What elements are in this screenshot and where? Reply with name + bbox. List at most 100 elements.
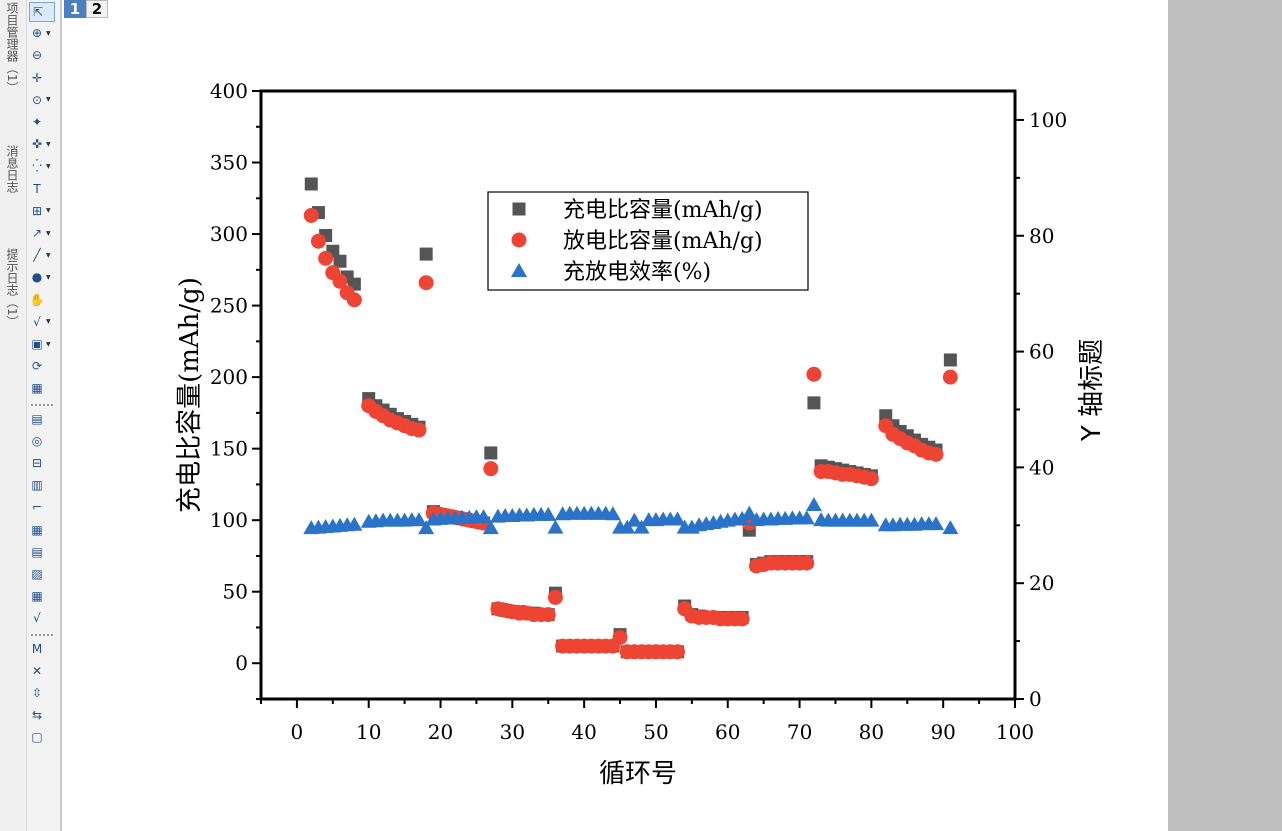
screen-reader-icon[interactable]: ✦ [29,113,53,131]
table-icon-glyph: ▦ [31,522,43,537]
table-icon[interactable]: ▦ [29,521,53,539]
data-point-circle [612,629,628,645]
data-point-circle [734,611,750,627]
pointer-icon[interactable]: ⇱ [29,2,55,22]
data-point-circle [310,233,326,249]
lock-icon-glyph: ▢ [31,730,43,745]
m-icon[interactable]: M [29,640,53,658]
data-reader-icon-glyph: ⊙ [31,92,43,107]
page-tab-1[interactable]: 1 [64,0,86,18]
data-reader-icon[interactable]: ⊙ ▼ [29,91,53,109]
bracket-icon-glyph: ⌐ [31,500,43,515]
legend-label: 充电比容量(mAh/g) [563,198,763,223]
folder-graph-icon-glyph: ▨ [31,567,43,581]
data-point-circle [332,273,348,289]
equation-icon-2-glyph: √ [33,611,41,626]
m-icon-glyph: M [31,641,43,656]
close-layer-icon[interactable]: ✕ [29,662,53,680]
x-tick-label: 70 [787,720,812,744]
line-tool-icon[interactable]: ╱ ▼ [29,246,53,264]
merge-icon[interactable]: ⊟ [29,454,53,472]
text-tool-icon[interactable]: T [29,180,53,198]
screen-reader-icon-glyph: ✦ [31,115,43,129]
data-point-square [304,177,318,191]
message-log-tab[interactable]: 消息日志 [5,145,19,193]
legend-icon[interactable]: ▥ [29,476,53,494]
x-tick-label: 0 [291,720,304,744]
move-layer-icon[interactable]: ⇳ [29,684,53,702]
x-tick-label: 30 [500,720,525,744]
data-point-circle [863,471,879,487]
text-tool-icon-glyph: T [33,181,41,196]
x-tick-label: 60 [715,720,740,744]
add-table-icon[interactable]: ⊞ ▼ [29,202,53,220]
project-explorer-tab[interactable]: 项目管理器（1） [5,2,19,94]
legend-label: 充放电效率(%) [563,260,711,285]
axes-layer: 0 10 20 30 40 50 60 70 80 90 100050100150200250300… [175,79,1107,789]
data-point-triangle [604,506,621,521]
data-point-triangle [942,520,959,535]
pan-hand-icon[interactable]: ✋ [29,291,53,309]
zoom-icon[interactable]: ⊕ ▼ [29,24,53,42]
y-tick-label: 200 [210,365,248,389]
folder-graph-icon[interactable]: ▨ [29,565,53,583]
equation-icon[interactable]: √ ▼ [29,313,53,331]
add-table-icon-glyph: ⊞ [31,203,43,218]
data-point-triangle [633,519,650,534]
dropdown-arrow-icon: ▼ [46,340,51,348]
data-point-triangle [863,512,880,527]
dropdown-arrow-icon: ▼ [46,273,51,281]
x-tick-label: 50 [643,720,668,744]
legend-box [487,191,809,291]
equation-icon-glyph: √ [33,314,41,329]
y-tick-label: 250 [210,294,248,318]
y-tick-label: 350 [210,151,248,175]
x-tick-label: 40 [571,720,596,744]
data-point-triangle [418,520,435,535]
scale-icon-glyph: ✛ [31,70,43,85]
swap-icon[interactable]: ⇆ [29,706,53,724]
data-point-circle [483,461,499,477]
y2-tick-label: 100 [1029,108,1067,132]
y-tick-label: 100 [210,508,248,532]
legend-label: 放电比容量(mAh/g) [563,229,763,254]
bracket-icon[interactable]: ⌐ [29,498,53,516]
ellipse-tool-icon[interactable]: ● ▼ [29,268,53,286]
dropdown-arrow-icon: ▼ [46,162,51,170]
insert-graph-icon-glyph: ▣ [31,337,43,351]
zoom-scroll-icon[interactable]: ⊖ [29,46,53,64]
anchor-icon[interactable]: ◎ [29,432,53,450]
data-selector-icon[interactable]: ✜ ▼ [29,135,53,153]
legend-marker-square [512,202,526,216]
grid-icon[interactable]: ▦ [29,587,53,605]
insert-graph-icon[interactable]: ▣ ▼ [29,335,53,353]
3d-rotate-icon[interactable]: ⟳ [29,357,53,375]
hint-log-tab[interactable]: 提示日志（1） [5,248,19,328]
data-point-circle [806,366,822,382]
data-point-triangle [410,512,427,527]
legend[interactable]: 充电比容量(mAh/g) 放电比容量(mAh/g) 充放电效率(%) [487,191,809,291]
data-point-circle [540,607,556,623]
data-point-triangle [547,519,564,534]
data-info-icon[interactable]: ▤ [29,543,53,561]
close-layer-icon-glyph: ✕ [31,663,43,678]
dropdown-arrow-icon: ▼ [46,140,51,148]
data-point-circle [303,207,319,223]
dropdown-arrow-icon: ▼ [46,29,51,37]
legend-marker-circle [511,232,527,248]
layer-icon[interactable]: ▦ [29,379,53,397]
color-scale-icon[interactable]: ▤ [29,410,53,428]
data-layer [303,177,959,660]
plot-frame[interactable] [259,89,1017,701]
data-info-icon-glyph: ▤ [31,544,43,559]
lock-icon[interactable]: ▢ [29,728,53,746]
scale-icon[interactable]: ✛ [29,69,53,87]
data-point-triangle [475,509,492,524]
page-tab-2[interactable]: 2 [86,0,108,18]
legend-icon-glyph: ▥ [31,478,43,493]
y-tick-label: 300 [210,222,248,246]
y2-tick-label: 40 [1029,455,1054,479]
equation-icon-2[interactable]: √ [29,609,53,627]
region-mask-icon[interactable]: ⁛ ▼ [29,157,53,175]
arrow-tool-icon[interactable]: ↗ ▼ [29,224,53,242]
